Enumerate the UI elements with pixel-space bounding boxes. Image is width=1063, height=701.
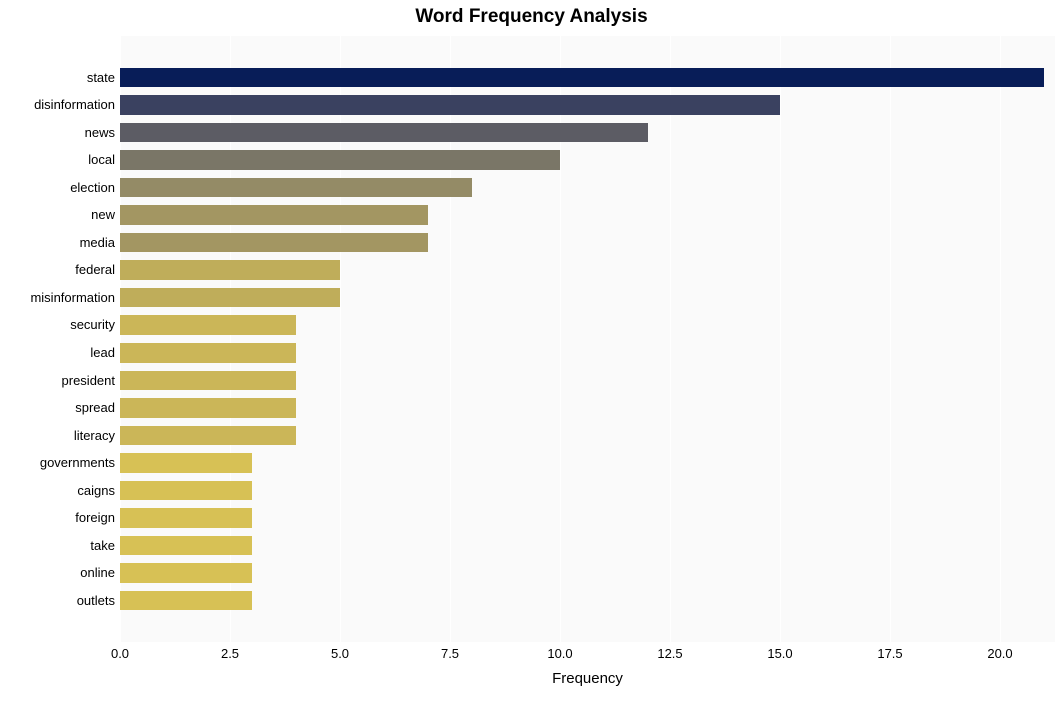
bar xyxy=(120,150,560,170)
bar-row xyxy=(120,146,1055,174)
bar-row xyxy=(120,119,1055,147)
y-tick-label: lead xyxy=(5,339,115,367)
bar xyxy=(120,536,252,556)
bar-row xyxy=(120,311,1055,339)
bar xyxy=(120,371,296,391)
x-tick-label: 5.0 xyxy=(331,646,349,661)
bar xyxy=(120,178,472,198)
bar-row xyxy=(120,174,1055,202)
chart-title: Word Frequency Analysis xyxy=(0,6,1063,28)
y-tick-label: foreign xyxy=(5,504,115,532)
bar xyxy=(120,205,428,225)
y-tick-label: disinformation xyxy=(5,91,115,119)
plot-area xyxy=(120,36,1055,642)
x-tick-label: 20.0 xyxy=(987,646,1012,661)
x-tick-label: 0.0 xyxy=(111,646,129,661)
bar-row xyxy=(120,477,1055,505)
y-tick-label: president xyxy=(5,367,115,395)
bar-row xyxy=(120,339,1055,367)
bar-row xyxy=(120,91,1055,119)
bar-row xyxy=(120,422,1055,450)
bar xyxy=(120,398,296,418)
bar xyxy=(120,481,252,501)
y-tick-label: security xyxy=(5,311,115,339)
bar-row xyxy=(120,284,1055,312)
bar-row xyxy=(120,256,1055,284)
bar-row xyxy=(120,449,1055,477)
bar xyxy=(120,95,780,115)
bar-row xyxy=(120,64,1055,92)
y-tick-label: news xyxy=(5,119,115,147)
word-frequency-chart: Word Frequency Analysis Frequency stated… xyxy=(0,0,1063,701)
bar xyxy=(120,563,252,583)
y-tick-label: federal xyxy=(5,256,115,284)
x-tick-label: 10.0 xyxy=(547,646,572,661)
y-tick-label: take xyxy=(5,532,115,560)
bar xyxy=(120,233,428,253)
bar-row xyxy=(120,201,1055,229)
bar xyxy=(120,123,648,143)
x-tick-label: 7.5 xyxy=(441,646,459,661)
bar-row xyxy=(120,559,1055,587)
x-tick-label: 17.5 xyxy=(877,646,902,661)
bar xyxy=(120,591,252,611)
bar xyxy=(120,343,296,363)
x-tick-label: 2.5 xyxy=(221,646,239,661)
bar-row xyxy=(120,229,1055,257)
y-tick-label: literacy xyxy=(5,422,115,450)
bar-row xyxy=(120,532,1055,560)
y-tick-label: election xyxy=(5,174,115,202)
bar-row xyxy=(120,504,1055,532)
bar-row xyxy=(120,587,1055,615)
y-tick-label: misinformation xyxy=(5,284,115,312)
y-tick-label: online xyxy=(5,559,115,587)
x-tick-label: 15.0 xyxy=(767,646,792,661)
y-tick-label: new xyxy=(5,201,115,229)
y-tick-label: state xyxy=(5,64,115,92)
bar-row xyxy=(120,394,1055,422)
x-axis-label: Frequency xyxy=(120,670,1055,687)
bar xyxy=(120,453,252,473)
bar xyxy=(120,288,340,308)
y-tick-label: governments xyxy=(5,449,115,477)
bar-row xyxy=(120,367,1055,395)
y-tick-label: media xyxy=(5,229,115,257)
y-tick-label: caigns xyxy=(5,477,115,505)
bar xyxy=(120,260,340,280)
y-tick-label: outlets xyxy=(5,587,115,615)
bar xyxy=(120,68,1044,88)
bar xyxy=(120,508,252,528)
y-tick-label: local xyxy=(5,146,115,174)
bar xyxy=(120,426,296,446)
bar xyxy=(120,315,296,335)
y-tick-label: spread xyxy=(5,394,115,422)
x-tick-label: 12.5 xyxy=(657,646,682,661)
